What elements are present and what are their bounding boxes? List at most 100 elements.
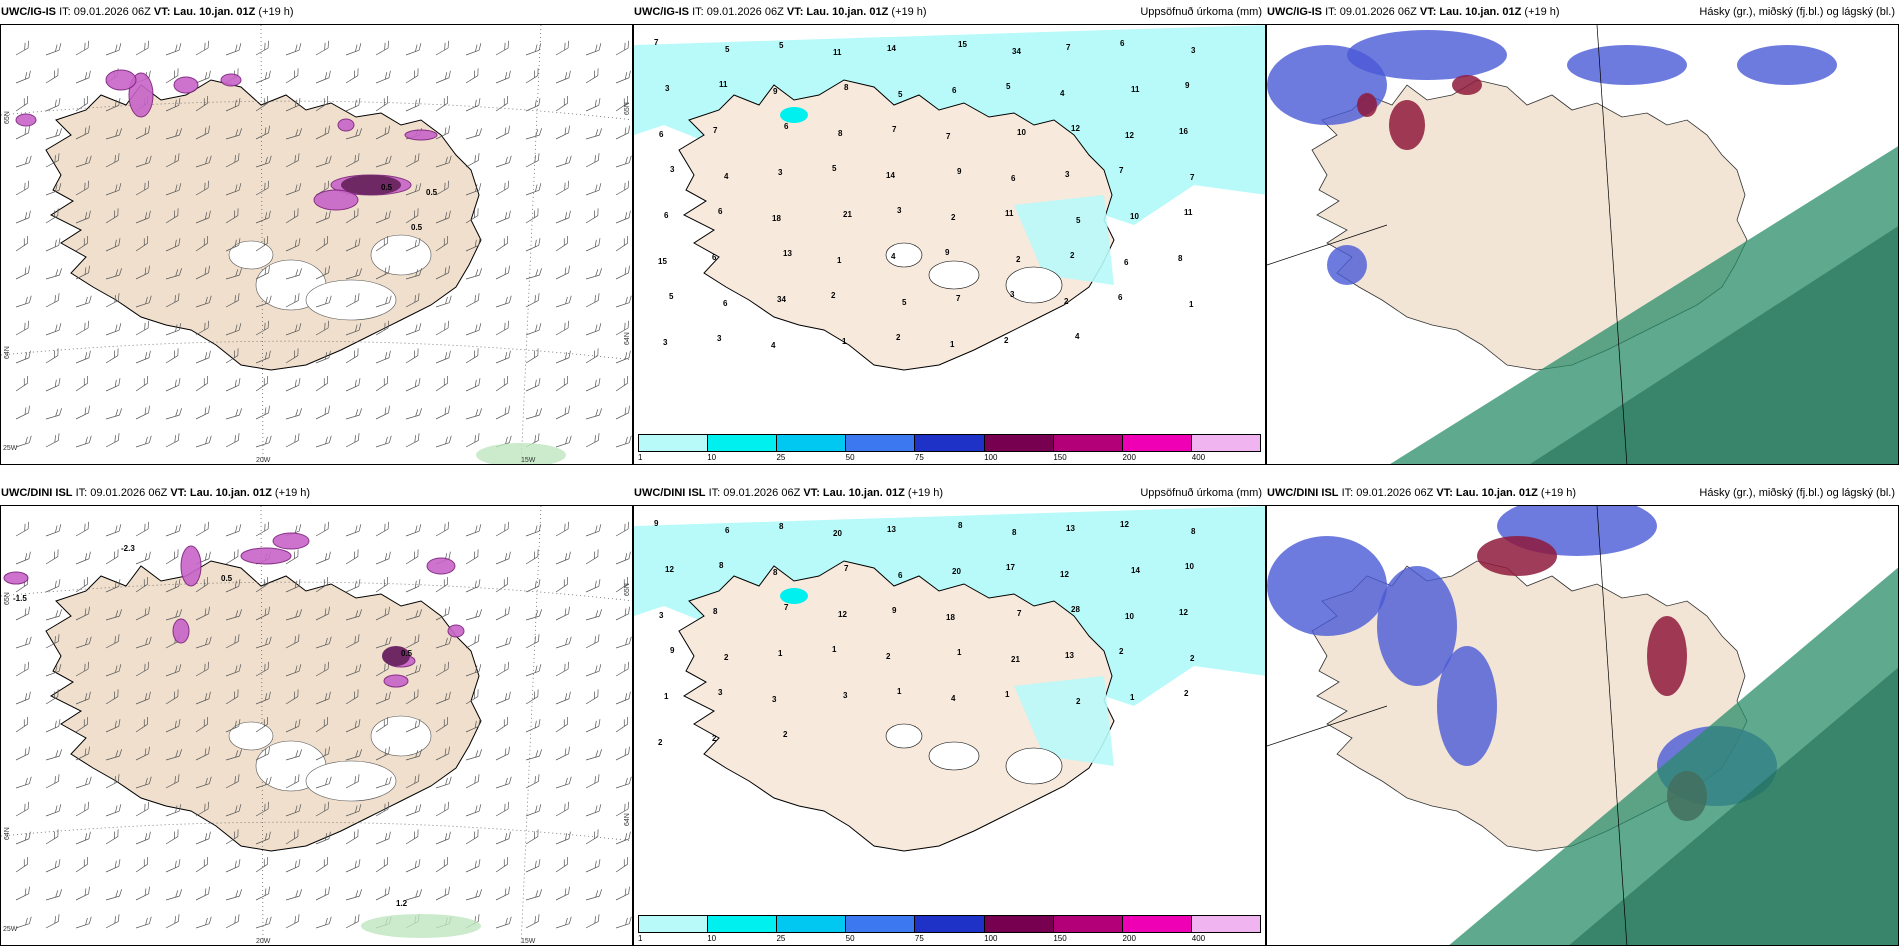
- wind-barb: [555, 856, 568, 873]
- wind-barb: [135, 856, 148, 873]
- wind-barb: [285, 408, 302, 420]
- wind-barb: [405, 293, 420, 308]
- green-shading: [361, 914, 481, 938]
- wind-barb: [465, 208, 479, 224]
- wind-barb: [615, 661, 629, 677]
- precip-amount-label: 11: [719, 80, 728, 89]
- wind-barb: [225, 433, 240, 448]
- precip-amount-label: 1: [897, 687, 902, 696]
- wind-barb: [435, 716, 448, 733]
- wind-barb: [165, 804, 182, 817]
- mid-cloud: [1567, 45, 1687, 85]
- wind-barb: [615, 210, 631, 224]
- wind-barb: [555, 210, 571, 224]
- wind-barb: [75, 916, 92, 929]
- wind-barb: [135, 606, 150, 621]
- init-time: IT: 09.01.2026 06Z: [1325, 6, 1417, 18]
- wind-barb: [405, 68, 419, 84]
- wind-barb: [465, 609, 482, 621]
- wind-barb: [45, 43, 62, 56]
- wind-barb: [375, 886, 390, 901]
- wind-barb: [225, 408, 242, 420]
- precip-amount-label: 7: [956, 294, 961, 303]
- wind-barb: [465, 68, 479, 84]
- wind-barb: [315, 746, 330, 761]
- precip-amount-label: 6: [784, 122, 789, 131]
- wind-barb: [105, 348, 119, 364]
- wind-barb: [315, 210, 331, 224]
- wind-barb: [555, 295, 572, 308]
- wind-barb: [195, 606, 210, 621]
- colorbar: [638, 915, 1261, 933]
- precip-amount-label: 7: [844, 564, 849, 573]
- wind-barb: [225, 43, 242, 56]
- wind-barb: [315, 716, 328, 733]
- wind-barb: [45, 128, 62, 140]
- wind-barb: [195, 95, 208, 112]
- wind-barb: [405, 323, 422, 336]
- precip-amount-label: 12: [1060, 570, 1069, 579]
- precip-amount-label: 6: [718, 207, 723, 216]
- wind-barb: [75, 235, 88, 252]
- wind-barb: [285, 348, 299, 364]
- colorbar-tick-label: 10: [707, 934, 717, 943]
- precip-amount-label: 8: [838, 129, 843, 138]
- wind-barb: [195, 320, 209, 336]
- valid-time-label: VT:: [1419, 6, 1437, 18]
- precip-amount-label: 4: [724, 172, 729, 181]
- wind-barb: [405, 579, 421, 593]
- precip-amount-label: 3: [897, 206, 902, 215]
- wind-barb: [255, 801, 269, 817]
- wind-barb: [75, 716, 88, 733]
- wind-barb: [15, 776, 32, 789]
- wind-barb: [405, 238, 421, 252]
- init-time: IT: 09.01.2026 06Z: [708, 487, 801, 499]
- wind-barb: [435, 265, 450, 280]
- wind-barb: [255, 95, 268, 112]
- wind-barb: [165, 208, 179, 224]
- lon-label: 15W: [521, 938, 536, 945]
- precip-amount-label: 1: [842, 337, 847, 346]
- wind-barb: [285, 914, 300, 929]
- mid-cloud: [1377, 566, 1457, 686]
- precip-amount-label: 14: [887, 44, 896, 53]
- wind-barb: [225, 268, 242, 280]
- wind-barb: [285, 293, 300, 308]
- wind-barb: [255, 606, 270, 621]
- wind-barb: [375, 551, 391, 565]
- wind-barb: [435, 95, 448, 112]
- precip-blob: [404, 129, 438, 141]
- glacier: [228, 721, 274, 751]
- valid-time-label: VT:: [1436, 487, 1453, 499]
- precip-amount-label: 5: [898, 90, 903, 99]
- wind-barb: [555, 801, 569, 817]
- wind-barb: [435, 295, 452, 308]
- wind-barb: [255, 435, 272, 448]
- wind-barb: [195, 576, 208, 593]
- wind-map: -2.3 -1.5 0.5 0.5 1.2 65N 64N 65N 64N 25W 20W 15W: [0, 505, 633, 946]
- wind-barb: [465, 549, 479, 565]
- wind-barb: [525, 689, 539, 705]
- wind-barb: [435, 155, 452, 168]
- wind-barb: [465, 634, 480, 649]
- panel-subtitle: Hásky (gr.), miðský (fj.bl.) og lágský (…: [1699, 487, 1895, 499]
- wind-barb: [75, 155, 92, 168]
- precip-amount-label: 4: [1075, 332, 1080, 341]
- lead-time: (+19 h): [274, 487, 311, 499]
- iceland-landmass: [45, 560, 482, 852]
- wind-barb: [435, 405, 450, 420]
- wind-barb: [585, 98, 601, 112]
- glacier: [370, 234, 432, 276]
- wind-barb: [375, 265, 390, 280]
- wind-barb: [285, 433, 300, 448]
- wind-barb: [135, 801, 149, 817]
- wind-barb: [165, 408, 182, 420]
- wind-barb: [375, 125, 390, 140]
- lat-label: 65N: [4, 111, 11, 124]
- wind-barb: [45, 408, 62, 420]
- wind-barb: [105, 859, 121, 873]
- wind-barb: [195, 375, 208, 392]
- wind-barb: [225, 293, 240, 308]
- precip-amount-label: 3: [1010, 290, 1015, 299]
- wind-barb: [585, 914, 600, 929]
